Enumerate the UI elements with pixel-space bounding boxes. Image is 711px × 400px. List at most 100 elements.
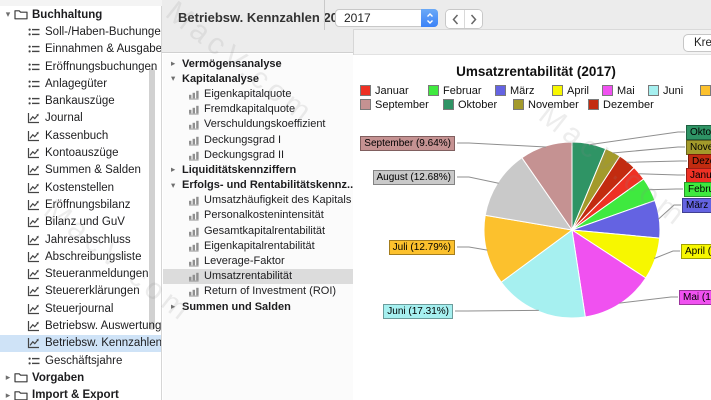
tree-item-fremdkapitalquote[interactable]: Fremdkapitalquote xyxy=(163,102,353,117)
tree-item-gesamtkapitalrentabilität[interactable]: Gesamtkapitalrentabilität xyxy=(163,223,353,238)
legend-swatch xyxy=(513,99,524,110)
legend-item-juni: Juni xyxy=(648,84,683,97)
tree-item-umsatzrentabilität[interactable]: Umsatzrentabilität xyxy=(163,268,353,284)
chart-line-icon xyxy=(26,251,41,263)
folder-icon xyxy=(13,9,28,20)
sidebar-item-vorgaben[interactable]: ▸ Vorgaben xyxy=(0,369,161,386)
callout-line xyxy=(619,296,678,304)
tree-item-label: Eigenkapitalrentabilität xyxy=(204,239,315,252)
tree-item-eigenkapitalrentabilität[interactable]: Eigenkapitalrentabilität xyxy=(163,238,353,253)
tree-item-eigenkapitalquote[interactable]: Eigenkapitalquote xyxy=(163,86,353,101)
sidebar-item-journal[interactable]: Journal xyxy=(0,110,161,127)
legend-swatch xyxy=(360,99,371,110)
chevron-right-icon xyxy=(470,14,477,24)
tree-item-vermögensanalyse[interactable]: ▸ Vermögensanalyse xyxy=(163,56,353,71)
disclosure-expanded-icon[interactable]: ▾ xyxy=(171,73,176,84)
tree-item-label: Eigenkapitalquote xyxy=(204,87,292,100)
sidebar-item-import-export[interactable]: ▸ Import & Export xyxy=(0,387,161,400)
tree-item-erfolgs-und-rentabilitätskennz[interactable]: ▾ Erfolgs- und Rentabilitätskennz... xyxy=(163,178,353,193)
sidebar-item-soll-haben-buchungen[interactable]: Soll-/Haben-Buchungen xyxy=(0,23,161,40)
callout-line xyxy=(626,160,687,163)
sidebar-item-label: Steuerjournal xyxy=(45,302,114,315)
disclosure-collapsed-icon[interactable]: ▸ xyxy=(5,372,11,383)
disclosure-expanded-icon[interactable]: ▾ xyxy=(171,179,176,190)
sidebar-item-steuererklärungen[interactable]: Steuererklärungen xyxy=(0,283,161,300)
pie-label-märz: März (6.90%) xyxy=(682,197,711,213)
bar-chart-icon xyxy=(187,285,201,297)
next-year-button[interactable] xyxy=(464,10,482,28)
sidebar-item-geschäftsjahre[interactable]: Geschäftsjahre xyxy=(0,352,161,369)
year-select[interactable]: 2017 xyxy=(335,9,438,27)
chart-line-icon xyxy=(26,320,41,332)
sidebar-item-eröffnungsbuchungen[interactable]: Eröffnungsbuchungen xyxy=(0,58,161,75)
tree-item-liquiditätskennziffern[interactable]: ▸ Liquiditätskennziffern xyxy=(163,162,353,177)
list-icon xyxy=(26,355,41,367)
legend-item-dezember: Dezember xyxy=(588,98,654,111)
tree-item-personalkostenintensität[interactable]: Personalkostenintensität xyxy=(163,208,353,223)
tree-item-label: Leverage-Faktor xyxy=(204,255,285,268)
callout-line xyxy=(457,246,488,251)
sidebar-item-steueranmeldungen[interactable]: Steueranmeldungen xyxy=(0,265,161,282)
sidebar-item-label: Buchhaltung xyxy=(32,8,103,21)
disclosure-collapsed-icon[interactable]: ▸ xyxy=(171,164,176,175)
pie-label-august: August (12.68%) xyxy=(372,169,455,185)
tree-item-deckungsgrad-ii[interactable]: Deckungsgrad II xyxy=(163,147,353,162)
pie-slice-mai[interactable] xyxy=(571,228,647,318)
pie-label-april: April (7.72%) xyxy=(681,243,711,259)
disclosure-collapsed-icon[interactable]: ▸ xyxy=(5,389,11,400)
bar-chart-icon xyxy=(187,255,201,267)
legend-item-mai: Mai xyxy=(602,84,635,97)
bar-chart-icon xyxy=(187,103,201,115)
sidebar-scrollbar[interactable] xyxy=(149,68,155,330)
sidebar-item-kostenstellen[interactable]: Kostenstellen xyxy=(0,179,161,196)
sidebar-item-jahresabschluss[interactable]: Jahresabschluss xyxy=(0,231,161,248)
sidebar-item-steuerjournal[interactable]: Steuerjournal xyxy=(0,300,161,317)
sidebar-item-kassenbuch[interactable]: Kassenbuch xyxy=(0,127,161,144)
tree-item-deckungsgrad-i[interactable]: Deckungsgrad I xyxy=(163,132,353,147)
legend-label: Oktober xyxy=(458,98,498,111)
sidebar-item-label: Journal xyxy=(45,112,83,125)
tree-item-label: Return of Investment (ROI) xyxy=(204,285,337,298)
sidebar-item-abschreibungsliste[interactable]: Abschreibungsliste xyxy=(0,248,161,265)
sidebar-item-bilanz-und-guv[interactable]: Bilanz und GuV xyxy=(0,214,161,231)
list-icon xyxy=(26,78,41,90)
tree-item-summen-und-salden[interactable]: ▸ Summen und Salden xyxy=(163,299,353,314)
tree-item-leverage-faktor[interactable]: Leverage-Faktor xyxy=(163,253,353,268)
sidebar-item-einnahmen-ausgaben[interactable]: Einnahmen & Ausgaben xyxy=(0,41,161,58)
pie-slice-september[interactable] xyxy=(521,141,573,232)
tree-item-kapitalanalyse[interactable]: ▾ Kapitalanalyse xyxy=(163,71,353,86)
sidebar-item-buchhaltung[interactable]: ▾ Buchhaltung xyxy=(0,6,161,23)
bar-chart-icon xyxy=(187,225,201,237)
sidebar-item-betriebsw-kennzahlen[interactable]: Betriebsw. Kennzahlen xyxy=(0,334,161,352)
sidebar-item-anlagegüter[interactable]: Anlagegüter xyxy=(0,75,161,92)
sidebar-item-label: Summen & Salden xyxy=(45,164,141,177)
disclosure-expanded-icon[interactable]: ▾ xyxy=(5,9,11,20)
tree-item-verschuldungskoeffizient[interactable]: Verschuldungskoeffizient xyxy=(163,117,353,132)
sidebar-item-kontoauszüge[interactable]: Kontoauszüge xyxy=(0,144,161,161)
tree-item-label: Erfolgs- und Rentabilitätskennz... xyxy=(182,179,353,192)
chart-type-button[interactable]: Kreisdiagramm xyxy=(683,34,711,52)
tree-item-label: Verschuldungskoeffizient xyxy=(204,118,326,131)
prev-year-button[interactable] xyxy=(446,10,464,28)
sidebar-item-label: Kontoauszüge xyxy=(45,147,119,160)
sidebar-item-betriebsw-auswertung[interactable]: Betriebsw. Auswertung xyxy=(0,317,161,334)
disclosure-collapsed-icon[interactable]: ▸ xyxy=(171,301,176,312)
tree-item-label: Deckungsgrad II xyxy=(204,148,285,161)
sidebar-item-eröffnungsbilanz[interactable]: Eröffnungsbilanz xyxy=(0,196,161,213)
disclosure-collapsed-icon[interactable]: ▸ xyxy=(171,58,176,69)
sidebar-item-bankauszüge[interactable]: Bankauszüge xyxy=(0,92,161,109)
tree-item-umsatzhäufigkeit-des-kapitals[interactable]: Umsatzhäufigkeit des Kapitals xyxy=(163,193,353,208)
sidebar-item-label: Betriebsw. Kennzahlen xyxy=(45,337,161,350)
pie-slice-juni[interactable] xyxy=(500,229,586,319)
tree-item-label: Umsatzhäufigkeit des Kapitals xyxy=(204,194,352,207)
callout-line xyxy=(612,146,685,154)
sidebar-item-summen-salden[interactable]: Summen & Salden xyxy=(0,162,161,179)
chart-line-icon xyxy=(26,199,41,211)
tree-item-return-of-investment-roi[interactable]: Return of Investment (ROI) xyxy=(163,284,353,299)
legend-label: Mai xyxy=(617,84,635,97)
year-nav-buttons xyxy=(445,9,483,29)
legend-swatch xyxy=(648,85,659,96)
chart-line-icon xyxy=(26,164,41,176)
chart-panel: Umsatzrentabilität (2017) Januar Februar M… xyxy=(353,55,711,400)
legend-swatch xyxy=(552,85,563,96)
